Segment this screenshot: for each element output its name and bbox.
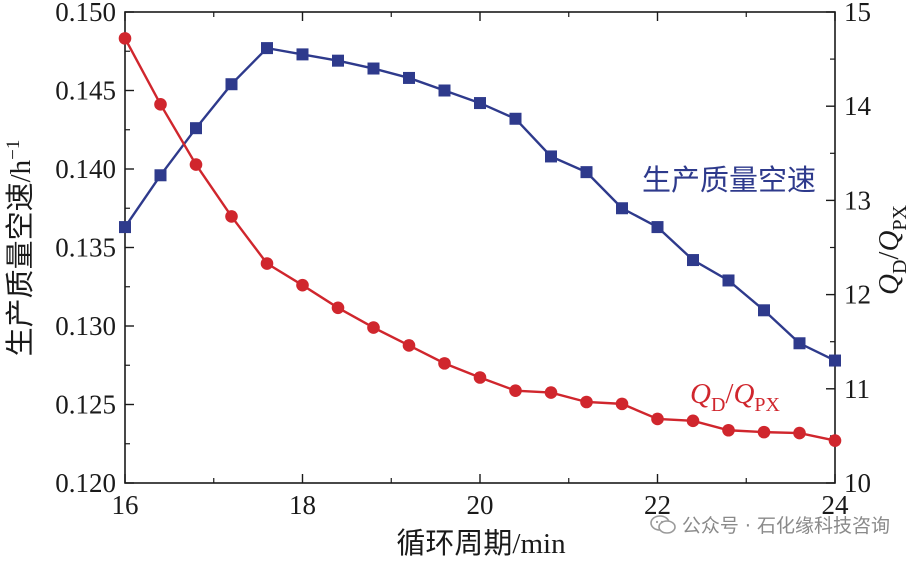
- y-left-tick-label: 0.145: [55, 76, 116, 106]
- data-point-circle: [722, 423, 735, 437]
- data-point-circle: [793, 426, 806, 440]
- data-point-circle: [189, 158, 203, 171]
- data-point-circle: [544, 386, 558, 399]
- data-point-square: [296, 48, 309, 61]
- series-layer: [118, 32, 842, 447]
- data-point-square: [829, 354, 841, 367]
- data-point-square: [332, 54, 344, 67]
- data-point-square: [154, 169, 167, 182]
- y-right-tick-label: 13: [844, 185, 871, 215]
- y-right-tick-label: 15: [844, 0, 871, 27]
- series-line: [124, 46, 836, 362]
- data-point-square: [367, 62, 380, 75]
- y-right-tick-label: 12: [844, 280, 871, 310]
- data-point-circle: [154, 98, 167, 111]
- y-left-tick-label: 0.130: [55, 311, 116, 341]
- data-point-circle: [296, 278, 309, 292]
- data-point-square: [225, 78, 238, 91]
- y-left-tick-label: 0.140: [55, 154, 116, 184]
- data-point-circle: [260, 257, 274, 270]
- data-point-circle: [615, 397, 629, 411]
- series-space-velocity: [119, 42, 841, 367]
- x-axis-title: 循环周期/min: [396, 527, 566, 560]
- y-left-tick-label: 0.150: [55, 0, 116, 27]
- series-label-space-velocity: 生产质量空速: [642, 164, 816, 197]
- data-point-square: [474, 97, 486, 110]
- data-point-square: [438, 84, 451, 97]
- data-point-square: [758, 304, 770, 317]
- data-point-square: [509, 112, 522, 125]
- x-tick-label: 16: [112, 490, 139, 520]
- y-right-tick-label: 11: [844, 374, 870, 404]
- data-point-circle: [402, 339, 416, 352]
- y-left-tick-label: 0.120: [55, 468, 116, 498]
- data-point-square: [793, 337, 806, 350]
- y-right-tick-label: 10: [844, 468, 871, 498]
- data-point-circle: [331, 301, 345, 315]
- axis-ticks: 16 18 20 22 240.1200.1250.1300.1350.1400.145…: [55, 0, 871, 520]
- data-point-circle: [509, 384, 522, 397]
- wechat-icon: [650, 514, 676, 534]
- y-left-tick-label: 0.125: [55, 390, 116, 420]
- data-point-circle: [367, 321, 380, 334]
- data-point-square: [722, 274, 735, 287]
- data-point-circle: [118, 32, 132, 45]
- y-right-tick-label: 14: [844, 91, 872, 121]
- data-point-circle: [757, 425, 771, 439]
- data-point-circle: [225, 210, 238, 223]
- x-tick-label: 18: [289, 490, 316, 520]
- data-point-circle: [686, 414, 700, 428]
- data-point-square: [545, 150, 557, 163]
- y-axis-left-title: 生产质量空速/h−1: [3, 140, 37, 357]
- data-point-square: [261, 42, 273, 55]
- data-point-square: [580, 166, 593, 179]
- x-tick-label: 24: [822, 490, 850, 520]
- data-point-square: [403, 71, 415, 84]
- data-point-square: [616, 202, 628, 215]
- y-left-tick-label: 0.135: [55, 233, 116, 263]
- y-axis-right-title: QD/QPX: [873, 204, 911, 295]
- x-tick-label: 20: [467, 490, 494, 520]
- data-point-circle: [438, 357, 451, 370]
- watermark: 公众号 · 石化缘科技咨询: [650, 511, 890, 538]
- data-point-circle: [651, 412, 664, 426]
- series-label-qd-qpx: QD/QPX: [690, 378, 781, 416]
- series-qd-qpx: [118, 32, 842, 447]
- data-point-circle: [473, 371, 487, 384]
- data-point-square: [687, 254, 699, 267]
- data-point-square: [119, 221, 131, 234]
- watermark-text: 公众号 · 石化缘科技咨询: [681, 515, 890, 537]
- data-point-square: [651, 221, 664, 234]
- data-point-circle: [580, 395, 593, 409]
- data-point-square: [190, 122, 202, 135]
- data-point-circle: [828, 434, 842, 447]
